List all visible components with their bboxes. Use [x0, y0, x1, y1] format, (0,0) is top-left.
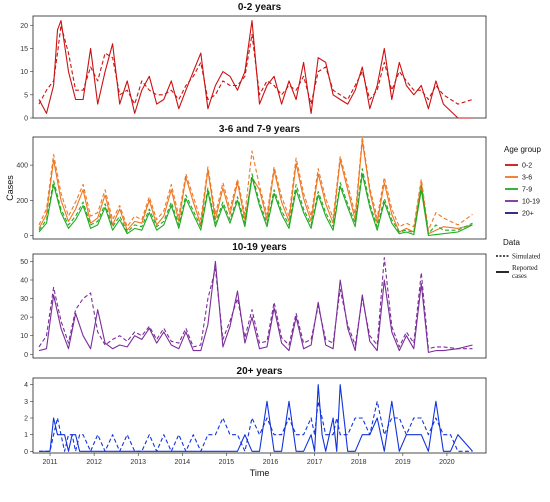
- x-tick-label: 2015: [219, 459, 235, 466]
- y-tick-label: 0: [24, 116, 28, 123]
- panel-title: 3-6 and 7-9 years: [219, 124, 301, 135]
- x-tick-label: 2019: [395, 459, 411, 466]
- legend-label-3-6: 3-6: [522, 175, 532, 182]
- legend-label-0-2: 0-2: [522, 163, 532, 170]
- x-tick-label: 2018: [351, 459, 367, 466]
- panel-title: 20+ years: [237, 366, 283, 377]
- y-tick-label: 50: [20, 259, 28, 266]
- y-tick-label: 0: [24, 233, 28, 240]
- y-tick-label: 5: [24, 92, 28, 99]
- x-tick-label: 2013: [130, 459, 146, 466]
- legend-age-title: Age group: [504, 145, 541, 154]
- y-tick-label: 400: [16, 163, 28, 170]
- y-tick-label: 15: [20, 46, 28, 53]
- panel-title: 10-19 years: [232, 242, 287, 253]
- y-tick-label: 0: [24, 352, 28, 359]
- legend-label-10-19: 10-19: [522, 199, 540, 206]
- y-tick-label: 10: [20, 333, 28, 340]
- legend-label-7-9: 7-9: [522, 187, 532, 194]
- y-axis-label: Cases: [5, 175, 15, 201]
- series-line-0-2-reported: [38, 20, 473, 119]
- series-line-20+-simulated: [39, 400, 473, 452]
- plot-frame: [32, 377, 487, 454]
- series-line-20+-reported: [39, 384, 473, 452]
- series-line-3-6-simulated: [38, 136, 473, 231]
- x-tick-label: 2016: [263, 459, 279, 466]
- legend: Age group 0-2 3-6 7-9 10-19 20+ Data Simulated R…: [496, 145, 541, 280]
- y-tick-label: 1: [24, 432, 28, 439]
- y-tick-label: 2: [24, 416, 28, 423]
- series-line-7-9-simulated: [38, 168, 473, 235]
- y-tick-label: 40: [20, 278, 28, 285]
- x-tick-label: 2011: [42, 459, 57, 466]
- legend-label-simulated: Simulated: [512, 253, 541, 261]
- x-tick-label: 2020: [439, 459, 455, 466]
- y-tick-label: 20: [20, 23, 28, 30]
- y-tick-label: 10: [20, 69, 28, 76]
- y-tick-label: 3: [24, 399, 28, 406]
- x-tick-label: 2017: [307, 459, 323, 466]
- panel-4: 20+ years 0 1 2 3 4 2011 2012 2013 2014 2015 2016 20…: [24, 366, 487, 478]
- x-axis-label: Time: [250, 468, 270, 478]
- legend-label-20+: 20+: [522, 211, 534, 218]
- y-tick-label: 20: [20, 315, 28, 322]
- series-line-7-9-reported: [38, 173, 473, 237]
- series-line-10-19-simulated: [38, 257, 473, 350]
- legend-label-reported: Reported cases: [512, 264, 538, 280]
- panel-1: 0-2 years 0 5 10 15 20: [20, 2, 487, 123]
- panel-title: 0-2 years: [238, 2, 282, 13]
- y-tick-label: 4: [24, 382, 28, 389]
- plot-frame: [32, 253, 487, 359]
- panel-2: 3-6 and 7-9 years 0 200 400: [16, 124, 487, 240]
- x-tick-label: 2012: [86, 459, 102, 466]
- series-line-10-19-reported: [38, 260, 473, 353]
- x-tick-label: 2014: [175, 459, 191, 466]
- y-tick-label: 200: [16, 198, 28, 205]
- plot-frame: [32, 136, 487, 240]
- legend-data-title: Data: [503, 238, 520, 247]
- panel-3: 10-19 years 0 10 20 30 40 50: [20, 242, 487, 359]
- y-tick-label: 0: [24, 449, 28, 456]
- plot-frame: [32, 15, 487, 119]
- y-tick-label: 30: [20, 296, 28, 303]
- series-line-0-2-simulated: [38, 24, 473, 105]
